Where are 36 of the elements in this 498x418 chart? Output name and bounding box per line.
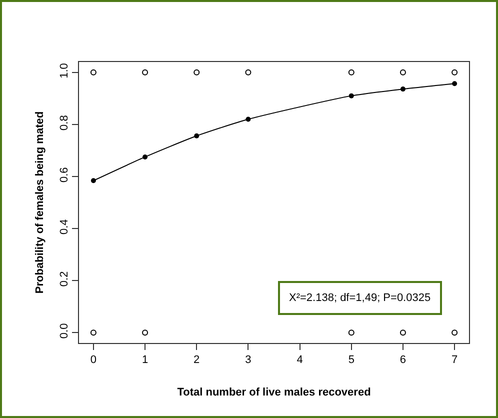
point — [452, 81, 458, 86]
y-tick-label: 0.2 — [58, 271, 71, 287]
annotation: X²=2.138; df=1,49; P=0.0325 — [289, 292, 431, 304]
point — [245, 69, 252, 76]
x-tick-label: 2 — [194, 354, 200, 366]
point — [142, 330, 148, 336]
x-tick-label: 5 — [348, 354, 354, 366]
y-tick-label: 1.0 — [58, 63, 71, 78]
point — [452, 69, 458, 76]
point — [142, 69, 148, 76]
point — [452, 330, 458, 336]
y-tick-label: 0.6 — [58, 167, 71, 182]
point — [142, 154, 148, 160]
point — [90, 69, 96, 76]
y-tick-label: 0.8 — [58, 115, 71, 130]
x-tick-label: 0 — [90, 354, 97, 366]
point — [90, 178, 96, 184]
point — [348, 93, 354, 98]
point — [246, 116, 251, 122]
point — [348, 69, 354, 76]
point — [400, 330, 406, 336]
x-tick-label: 1 — [142, 354, 148, 366]
x-tick-label: 3 — [245, 354, 252, 366]
point — [194, 133, 200, 138]
x-tick-label: 7 — [451, 354, 458, 366]
y-tick-label: 0.4 — [58, 219, 71, 235]
x-axis-title: Total number of live males recovered — [177, 386, 371, 398]
point — [400, 86, 406, 92]
x-tick-label: 6 — [400, 354, 406, 366]
point — [194, 69, 200, 76]
point — [90, 330, 96, 336]
point — [400, 69, 406, 76]
y-tick-label: 0.0 — [58, 323, 71, 339]
x-tick-label: 4 — [296, 354, 303, 366]
point — [348, 330, 354, 336]
y-axis-title: Probability of females being mated — [34, 111, 46, 294]
